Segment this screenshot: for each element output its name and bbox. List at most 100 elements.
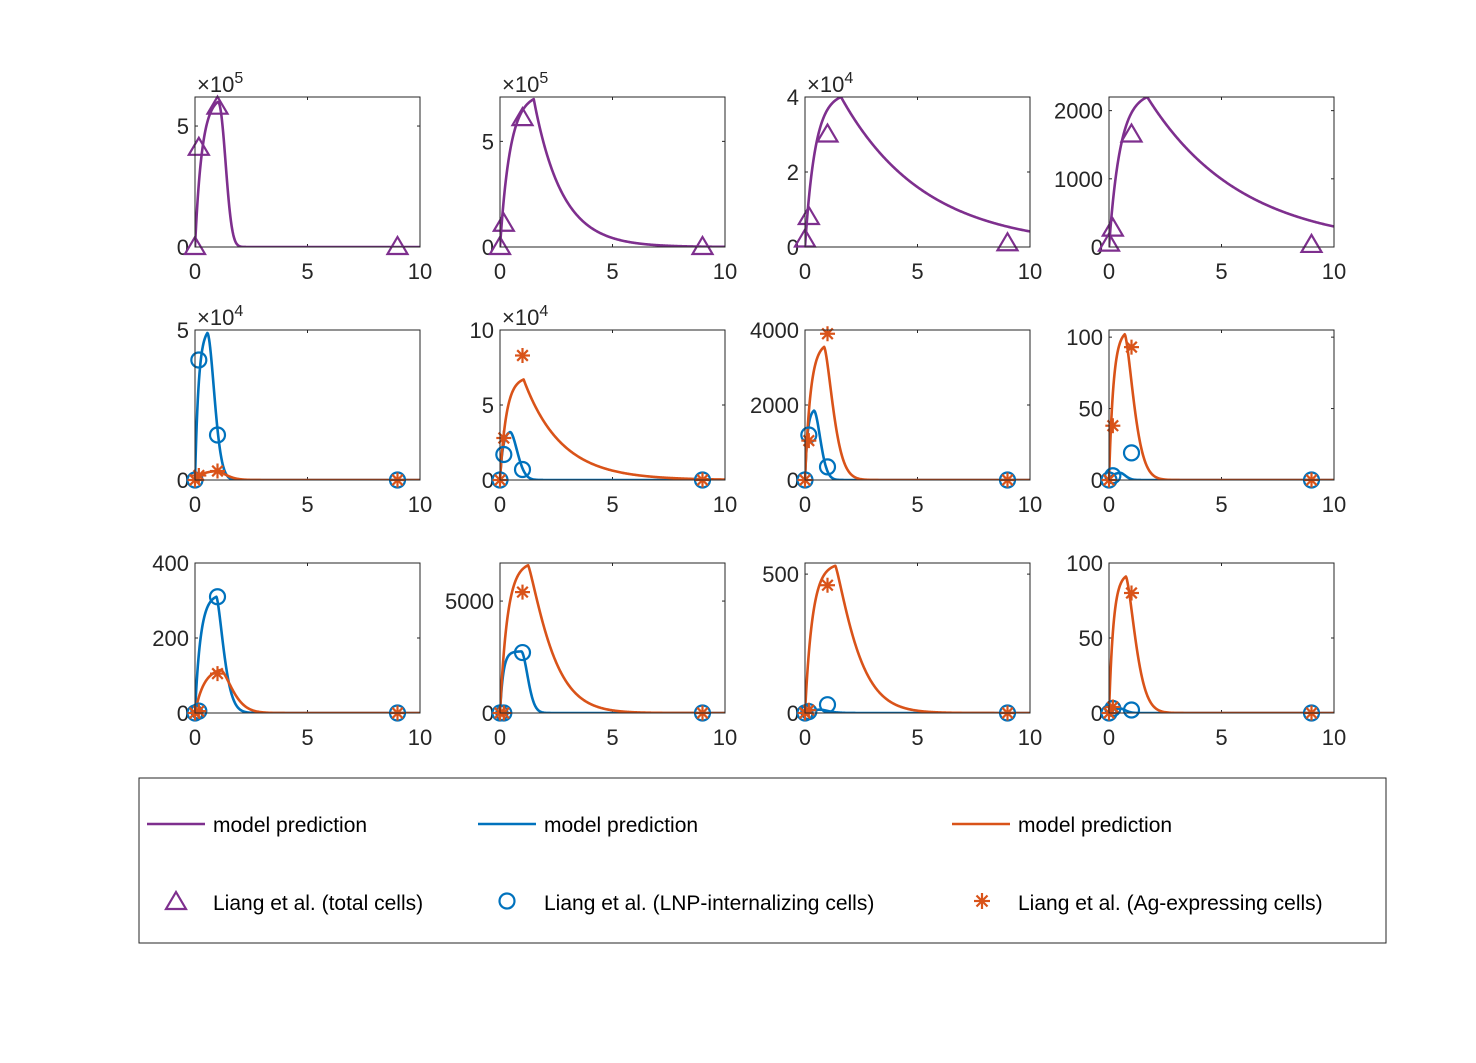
model-curve-0 — [500, 650, 725, 713]
y-tick-label: 5 — [482, 393, 494, 418]
data-point-triangle — [205, 94, 230, 115]
x-tick-label: 10 — [1018, 492, 1042, 517]
legend-label: model prediction — [1018, 814, 1172, 837]
x-tick-label: 10 — [408, 492, 432, 517]
legend-triangle-marker — [164, 889, 188, 911]
axes-box — [194, 96, 421, 248]
data-point-star — [515, 348, 530, 363]
legend-circle-marker — [498, 892, 516, 910]
y-exponent-label: ×104 — [807, 70, 853, 97]
data-point-triangle — [995, 231, 1020, 252]
data-point-circle — [208, 426, 227, 444]
x-tick-label: 0 — [494, 492, 506, 517]
legend-label: Liang et al. (total cells) — [213, 892, 423, 915]
data-point-star — [820, 577, 835, 593]
model-curve-1 — [805, 345, 1030, 480]
plot-area — [195, 595, 420, 713]
data-point-triangle — [491, 211, 516, 232]
legend-label: model prediction — [213, 814, 367, 837]
subplot-5: 0 5 10 0 5 ×104 — [177, 303, 432, 517]
y-tick-label: 5000 — [445, 589, 494, 614]
x-tick-label: 0 — [1103, 259, 1115, 284]
star-stroke — [1125, 341, 1138, 354]
data-point-star — [496, 430, 512, 446]
model-curve-0 — [805, 97, 1030, 247]
x-tick-label: 5 — [301, 492, 313, 517]
data-point-star — [210, 463, 225, 479]
data-point-circle — [513, 643, 532, 662]
data-point-triangle — [510, 105, 535, 127]
x-tick-label: 5 — [301, 259, 313, 284]
x-tick-label: 0 — [799, 725, 811, 750]
y-tick-label: 50 — [1079, 397, 1103, 422]
model-curve-1 — [1109, 332, 1334, 480]
subplot-2: 0 5 10 0 5 ×105 — [482, 70, 737, 284]
star-stroke — [821, 579, 834, 592]
axes-box — [194, 562, 421, 714]
x-tick-label: 5 — [1215, 725, 1227, 750]
data-point-triangle — [186, 135, 211, 156]
legend-entry-model-blue: model prediction — [478, 814, 698, 837]
plot-area — [195, 331, 420, 480]
star-stroke — [211, 464, 224, 478]
legend-label: Liang et al. (Ag-expressing cells) — [1018, 892, 1323, 915]
y-tick-label: 0 — [482, 235, 494, 260]
data-point-triangle — [796, 204, 821, 226]
legend-star-marker — [974, 893, 990, 909]
y-tick-label: 0 — [1091, 235, 1103, 260]
y-tick-label: 0 — [177, 701, 189, 726]
y-tick-label: 0 — [787, 468, 799, 493]
data-point-triangle — [1097, 231, 1121, 252]
x-tick-label: 10 — [408, 725, 432, 750]
legend-label: model prediction — [544, 814, 698, 837]
data-point-triangle — [488, 234, 512, 256]
plot-area — [195, 100, 420, 247]
data-point-circle — [1122, 444, 1141, 462]
star-stroke — [211, 667, 224, 680]
y-tick-label: 500 — [762, 562, 799, 587]
data-point-circle — [513, 460, 532, 479]
data-point-circle — [1122, 701, 1141, 719]
y-tick-label: 2000 — [1054, 99, 1103, 124]
subplot-7: 0 5 10 0 2000 4000 — [750, 318, 1042, 517]
axes-box — [499, 329, 726, 481]
legend-entry-ag-cells: Liang et al. (Ag-expressing cells) — [974, 892, 1323, 915]
x-tick-label: 0 — [494, 259, 506, 284]
x-tick-label: 0 — [1103, 725, 1115, 750]
x-tick-label: 10 — [1322, 259, 1346, 284]
y-tick-label: 1000 — [1054, 167, 1103, 192]
x-tick-label: 10 — [1322, 725, 1346, 750]
axes-box — [194, 329, 421, 481]
data-point-circle — [818, 458, 837, 476]
x-tick-label: 10 — [713, 492, 737, 517]
y-tick-label: 0 — [1091, 468, 1103, 493]
y-tick-label: 400 — [152, 551, 189, 576]
axes-box — [804, 96, 1031, 248]
subplot-9: 0 5 10 0 200 400 — [152, 551, 432, 750]
legend-label: Liang et al. (LNP-internalizing cells) — [544, 892, 874, 915]
data-point-star — [801, 702, 817, 718]
data-point-triangle — [183, 234, 207, 256]
model-curve-0 — [500, 97, 725, 247]
x-tick-label: 10 — [713, 725, 737, 750]
x-tick-label: 0 — [494, 725, 506, 750]
x-tick-label: 5 — [606, 492, 618, 517]
x-tick-label: 10 — [408, 259, 432, 284]
star-stroke — [802, 704, 815, 717]
x-tick-label: 10 — [1018, 259, 1042, 284]
x-tick-label: 5 — [911, 492, 923, 517]
data-point-triangle — [1119, 122, 1144, 143]
y-tick-label: 0 — [482, 468, 494, 493]
subplot-11: 0 5 10 0 500 — [762, 562, 1042, 750]
x-tick-label: 0 — [799, 492, 811, 517]
x-tick-label: 10 — [1018, 725, 1042, 750]
x-tick-label: 5 — [1215, 492, 1227, 517]
data-point-star — [515, 584, 530, 600]
model-curve-0 — [195, 595, 420, 713]
legend-entry-model-orange: model prediction — [952, 814, 1172, 837]
y-tick-label: 5 — [177, 114, 189, 139]
legend-entry-lnp-cells: Liang et al. (LNP-internalizing cells) — [498, 892, 874, 915]
y-tick-label: 0 — [1091, 701, 1103, 726]
